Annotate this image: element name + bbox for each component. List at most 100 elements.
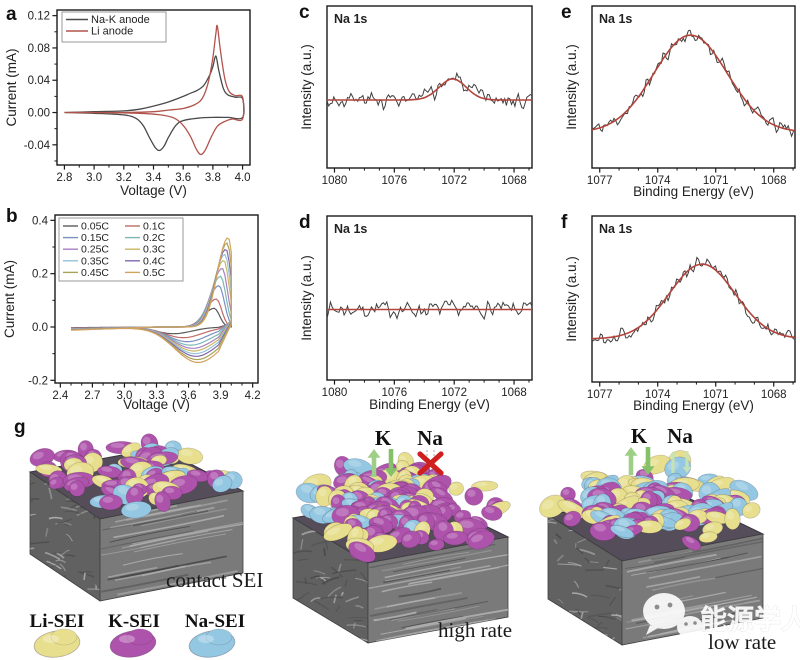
watermark-text: 能源学人	[700, 604, 800, 635]
tick-label: 1074	[645, 389, 671, 401]
tick-label: 0.12	[28, 11, 50, 23]
legend-entry: Li anode	[91, 26, 133, 38]
tick-label: 1072	[441, 387, 467, 399]
series-Li anode	[64, 24, 245, 156]
plot-annotation: Na 1s	[334, 12, 367, 26]
panel-label-f: f	[561, 212, 568, 233]
plot-annotation: Na 1s	[334, 222, 367, 236]
tick-label: 2.8	[56, 172, 72, 184]
tick-label: 0.0	[32, 322, 48, 334]
legend-entry: 0.3C	[143, 244, 166, 256]
legend-entry: 0.5C	[143, 267, 166, 279]
k-ion-label-low-rate: K	[631, 424, 648, 448]
plot-annotation: Na 1s	[599, 222, 632, 236]
xps-data-trace	[591, 256, 796, 344]
tick-label: -0.2	[28, 375, 48, 387]
axes-a: 2.8 3.0 3.2 3.4 3.6 3.8 4.0 -0.04 0.00 0.04 0.08 0.…	[4, 9, 251, 198]
tick-label: 3.6	[175, 172, 191, 184]
y-axis-title: Current (mA)	[4, 48, 19, 126]
tick-label: 1068	[761, 389, 787, 401]
xps-data-trace	[326, 71, 533, 112]
down-arrow	[641, 447, 655, 475]
plot-annotation: Na 1s	[599, 12, 632, 26]
legend-b: 0.05C 0.1C 0.15C 0.2C 0.25C 0.3C 0.35C 0.4C 0.45…	[58, 217, 184, 282]
tick-label: 3.4	[146, 172, 163, 184]
legend-entry: 0.4C	[143, 255, 166, 267]
sei-schematic-canvas: contact SEI high rate low rate K Na K Na…	[28, 424, 800, 658]
tick-label: 2.7	[84, 390, 100, 402]
tick-label: 1077	[587, 175, 613, 187]
tick-label: 1068	[501, 175, 527, 187]
legend-entry: Na-K anode	[91, 14, 150, 26]
tick-label: 3.0	[116, 390, 132, 402]
tick-label: 3.0	[86, 172, 102, 184]
x-axis-title: Binding Energy (eV)	[633, 398, 754, 413]
tick-label: 3.2	[116, 172, 132, 184]
tick-label: 1074	[645, 175, 671, 187]
legend-label-li-sei: Li-SEI	[30, 611, 85, 632]
xps-fit-curve	[591, 34, 796, 132]
tick-label: 1080	[322, 387, 348, 399]
xps-data-trace	[591, 29, 796, 138]
tick-label: 3.6	[181, 390, 197, 402]
tick-label: 0.08	[28, 43, 50, 55]
tick-label: 1080	[322, 175, 348, 187]
blocked-cross-icon	[417, 451, 444, 476]
series-0.5C	[70, 237, 232, 363]
tick-label: 1072	[441, 175, 467, 187]
up-arrow	[668, 451, 678, 473]
xps-fit-curve	[327, 78, 532, 101]
legend-entry: 0.1C	[143, 221, 166, 233]
x-axis-title: Voltage (V)	[120, 183, 187, 198]
panel-label-d: d	[299, 212, 311, 233]
legend-blob-Li-SEI	[33, 628, 81, 658]
y-axis-title: Intensity (a.u.)	[564, 256, 579, 342]
down-arrow	[384, 449, 398, 477]
tick-label: 1071	[703, 389, 729, 401]
ion-arrows	[367, 447, 692, 478]
tick-label: 1068	[761, 175, 787, 187]
tick-label: 3.3	[149, 390, 165, 402]
sei-block	[28, 433, 245, 602]
tick-label: 1068	[501, 387, 527, 399]
charts-canvas: 2.8 3.0 3.2 3.4 3.6 3.8 4.0 -0.04 0.00 0.04 0.08 0.…	[2, 5, 796, 413]
tick-label: 0.00	[28, 108, 50, 120]
tick-label: -0.04	[24, 140, 51, 152]
tick-label: 1071	[703, 175, 729, 187]
panel-label-b: b	[6, 206, 18, 227]
axes-b: 2.4 2.7 3.0 3.3 3.6 3.9 4.2 -0.2 0.0 0.2 0.4 Voltag…	[2, 214, 261, 412]
legend-blob-Na-SEI	[188, 628, 236, 658]
y-axis-title: Intensity (a.u.)	[299, 44, 314, 130]
y-axis-title: Intensity (a.u.)	[299, 255, 314, 341]
tick-label: 1077	[587, 389, 613, 401]
tick-label: 4.2	[245, 390, 261, 402]
legend-entry: 0.35C	[81, 255, 109, 267]
panel-label-e: e	[561, 2, 572, 23]
na-ion-label-low-rate: Na	[667, 424, 693, 448]
legend-entry: 0.25C	[81, 244, 109, 256]
up-arrow	[624, 447, 638, 475]
up-arrow	[367, 449, 381, 477]
tick-label: 2.4	[52, 390, 69, 402]
panel-label-a: a	[6, 4, 17, 25]
legend-entry: 0.45C	[81, 267, 109, 279]
series-Na-K anode	[64, 55, 245, 152]
k-ion-label-high-rate: K	[375, 426, 392, 450]
axes-c: 1080 1076 1072 1068 Intensity (a.u.)	[299, 5, 533, 187]
y-axis-title: Current (mA)	[2, 260, 17, 338]
tick-label: 1076	[382, 175, 408, 187]
caption-low-rate: low rate	[708, 630, 776, 654]
caption-contact-sei: contact SEI	[166, 568, 263, 592]
wechat-icon	[643, 593, 703, 643]
x-axis-title: Binding Energy (eV)	[633, 184, 754, 199]
na-ion-label-high-rate: Na	[417, 426, 443, 450]
legend-entry: 0.05C	[81, 221, 109, 233]
legend-label-k-sei: K-SEI	[108, 611, 160, 632]
axes-f: 1077 1074 1071 1068 Binding Energy (eV) Inten…	[564, 215, 796, 413]
x-axis-title: Voltage (V)	[123, 397, 190, 412]
caption-high-rate: high rate	[438, 618, 512, 642]
xps-fit-curve	[591, 263, 796, 340]
x-axis-title: Binding Energy (eV)	[369, 397, 490, 412]
